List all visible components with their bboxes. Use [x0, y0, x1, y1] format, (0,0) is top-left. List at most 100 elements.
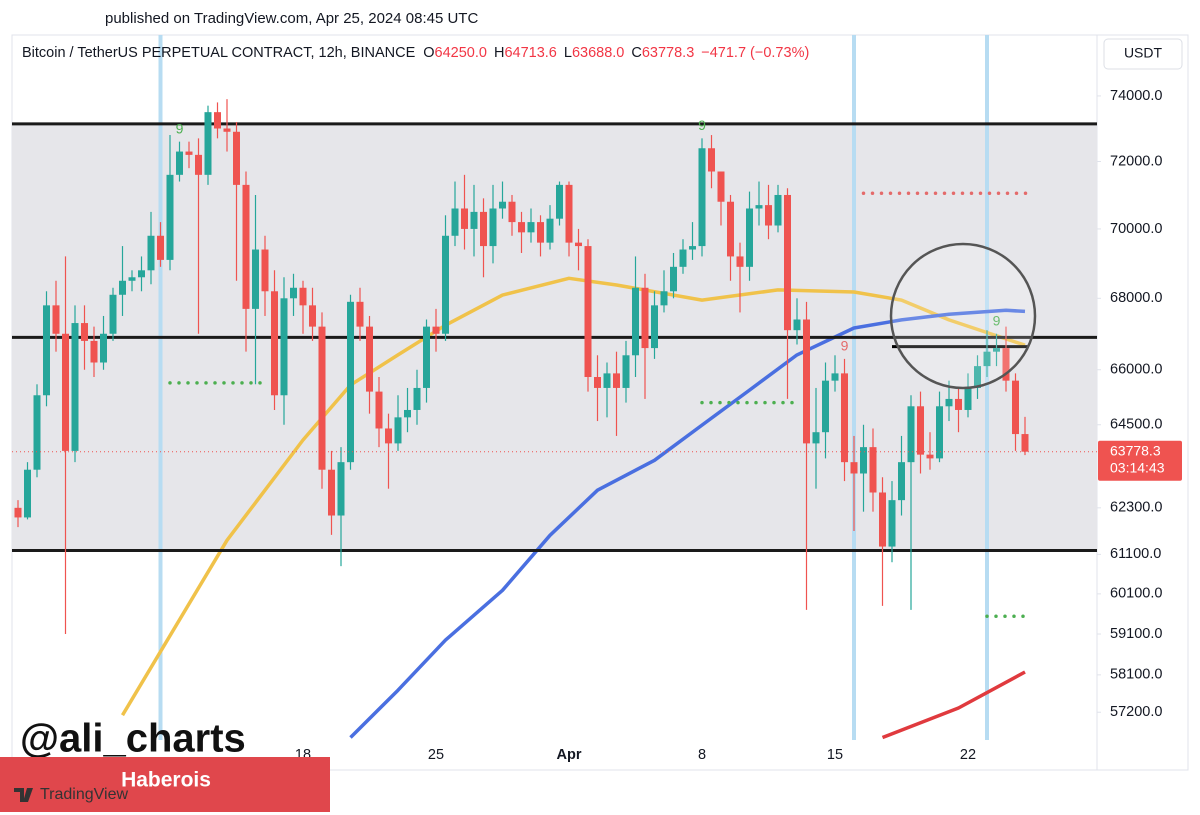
candle-body — [204, 112, 212, 175]
candle-body — [157, 235, 164, 260]
candle-body — [784, 194, 791, 331]
candle-body — [537, 222, 544, 243]
candle-body — [812, 432, 820, 444]
x-tick-label: 25 — [428, 747, 444, 763]
candle-body — [375, 391, 383, 429]
candle-body — [214, 112, 221, 129]
candle-body — [717, 171, 725, 202]
candle-body — [575, 242, 582, 247]
candle-body — [166, 174, 174, 260]
y-tick-label: 60100.0 — [1110, 586, 1162, 602]
candle-body — [271, 291, 278, 396]
candle-body — [774, 194, 782, 226]
candle-body — [14, 507, 22, 518]
legend-value: 64250.0 — [435, 45, 487, 61]
y-tick-label: 64500.0 — [1110, 417, 1162, 433]
currency[interactable]: USDT — [1124, 45, 1163, 61]
candle-body — [356, 301, 364, 327]
candle-body — [746, 208, 753, 267]
candle-body — [81, 323, 88, 341]
moving-average — [349, 308, 1026, 739]
candle-body — [43, 305, 50, 396]
candle-body — [33, 395, 41, 470]
candle-body — [803, 319, 810, 444]
candle-body — [622, 355, 630, 388]
candle-body — [641, 287, 649, 349]
logo-mark — [14, 788, 33, 802]
candle-body — [841, 373, 848, 463]
candle-body — [565, 184, 573, 243]
candle-body — [299, 287, 307, 306]
candle-body — [1021, 434, 1029, 452]
y-tick-label: 57200.0 — [1110, 704, 1162, 720]
candle-body — [432, 326, 440, 334]
candle-body — [147, 235, 155, 271]
candle-body — [822, 380, 829, 433]
candle-body — [499, 201, 506, 209]
candle-body — [898, 462, 905, 501]
legend-key: L — [564, 45, 572, 61]
candle-body — [888, 500, 896, 547]
candle-body — [223, 128, 231, 132]
candle-body — [964, 387, 972, 410]
candle-body — [556, 184, 563, 219]
candle-body — [394, 417, 402, 444]
candle-body — [280, 298, 288, 396]
candle-body — [290, 287, 297, 299]
candle-body — [242, 184, 250, 309]
banner-text: Haberois — [121, 769, 211, 792]
overlay: Bitcoin / TetherUS PERPETUAL CONTRACT, 1… — [0, 45, 1182, 812]
candle-body — [670, 266, 677, 292]
td-count: 9 — [841, 338, 849, 354]
candle-body — [907, 406, 915, 463]
candle-body — [736, 256, 744, 267]
candle-body — [594, 377, 601, 388]
y-tick-label: 66000.0 — [1110, 362, 1162, 378]
candle-body — [518, 222, 525, 233]
candle-body — [366, 326, 373, 392]
candle-body — [850, 462, 858, 474]
candle-body — [613, 373, 620, 388]
candle-body — [1002, 348, 1010, 381]
candle-body — [974, 366, 981, 388]
candle-body — [261, 249, 269, 292]
candle-body — [879, 492, 886, 547]
candle-body — [508, 201, 516, 223]
logo: TradingView — [40, 786, 128, 803]
watermark: @ali_charts — [20, 717, 246, 761]
candle-body — [176, 151, 183, 175]
legend-change: −471.7 (−0.73%) — [701, 45, 809, 61]
candle-body — [603, 373, 611, 388]
y-tick-label: 59100.0 — [1110, 626, 1162, 642]
candle-body — [869, 447, 877, 493]
published-note: published on TradingView.com, Apr 25, 20… — [105, 10, 478, 27]
candle-body — [1012, 380, 1019, 435]
legend-value: 63688.0 — [572, 45, 624, 61]
x-tick-label: Apr — [557, 747, 582, 763]
moving-average — [881, 670, 1026, 740]
candle-body — [71, 323, 79, 451]
candle-body — [727, 201, 734, 257]
legend-value: 63778.3 — [642, 45, 694, 61]
candle-body — [347, 301, 354, 463]
symbol: Bitcoin / TetherUS PERPETUAL CONTRACT, 1… — [22, 45, 416, 61]
y-tick-label: 70000.0 — [1110, 221, 1162, 237]
candle-body — [708, 148, 715, 172]
candle-body — [138, 270, 145, 278]
x-tick-label: 22 — [960, 747, 976, 763]
y-tick-label: 68000.0 — [1110, 290, 1162, 306]
banner — [0, 757, 330, 812]
candle-body — [917, 406, 924, 455]
candle-body — [698, 148, 706, 247]
candle-body — [461, 208, 468, 229]
x-tick-label: 8 — [698, 747, 706, 763]
currency-box[interactable] — [1103, 38, 1183, 70]
candle-body — [52, 305, 60, 334]
y-tick-label: 74000.0 — [1110, 88, 1162, 104]
candle-body — [945, 398, 953, 407]
legend-key: O — [423, 45, 434, 61]
price-label: 63778.3 — [1110, 442, 1161, 458]
candle-body — [195, 154, 202, 175]
y-tick-label: 72000.0 — [1110, 153, 1162, 169]
